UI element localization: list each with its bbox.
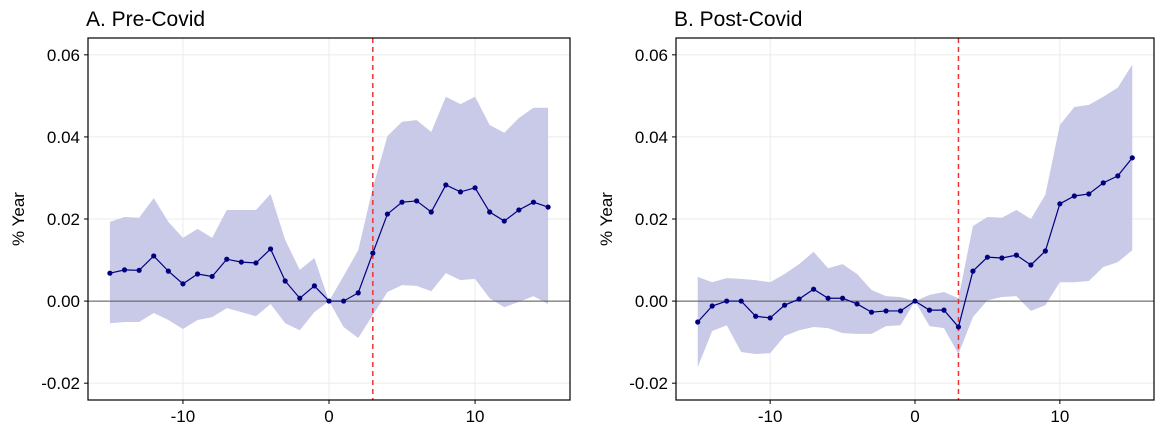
estimate-point xyxy=(1115,173,1121,179)
estimate-point xyxy=(194,271,201,277)
panel-title: A. Pre-Covid xyxy=(86,8,205,31)
estimate-point xyxy=(253,260,259,266)
y-tick-label: 0.00 xyxy=(47,292,80,311)
estimate-point xyxy=(709,303,715,309)
estimate-point xyxy=(1100,180,1106,186)
estimate-point xyxy=(854,301,860,307)
estimate-point xyxy=(530,199,537,205)
estimate-point xyxy=(897,308,904,314)
y-tick-label: 0.02 xyxy=(635,210,668,229)
estimate-point xyxy=(384,211,391,217)
estimate-point xyxy=(970,268,976,274)
x-tick-label: -10 xyxy=(171,407,196,426)
estimate-point xyxy=(825,295,831,301)
estimate-point xyxy=(868,309,875,315)
estimate-point xyxy=(326,298,332,304)
estimate-point xyxy=(1071,193,1077,199)
plot-frame xyxy=(87,37,571,401)
estimate-point xyxy=(955,324,962,330)
estimate-point xyxy=(883,308,889,314)
x-tick-label: 0 xyxy=(910,407,919,426)
panel-title: B. Post-Covid xyxy=(674,8,802,31)
estimate-point xyxy=(1129,155,1135,161)
estimate-point xyxy=(724,298,730,304)
y-tick-label: 0.00 xyxy=(635,292,668,311)
y-tick-label: 0.04 xyxy=(47,128,80,147)
estimate-point xyxy=(782,302,788,308)
y-tick-label: -0.02 xyxy=(41,374,80,393)
estimate-point xyxy=(457,189,464,195)
estimate-point xyxy=(399,199,405,205)
estimate-point xyxy=(796,296,802,302)
estimate-point xyxy=(151,253,157,259)
estimate-point xyxy=(136,267,142,273)
y-axis-label: % Year xyxy=(597,192,616,246)
estimate-point xyxy=(238,259,244,265)
estimate-point xyxy=(738,298,744,304)
estimate-point xyxy=(1013,252,1019,258)
estimate-point xyxy=(224,256,230,262)
y-tick-label: 0.02 xyxy=(47,210,80,229)
confidence-band xyxy=(109,96,549,339)
y-tick-label: 0.04 xyxy=(635,128,668,147)
estimate-point xyxy=(767,315,773,321)
x-tick-label: 0 xyxy=(324,407,333,426)
estimate-point xyxy=(811,286,817,292)
estimate-point xyxy=(516,207,522,213)
estimate-point xyxy=(297,295,303,301)
estimate-point xyxy=(753,313,759,319)
y-tick-label: 0.06 xyxy=(635,46,668,65)
estimate-point xyxy=(341,298,347,304)
estimate-point xyxy=(695,319,701,325)
plot-frame xyxy=(675,37,1155,401)
estimate-point xyxy=(282,278,288,284)
estimate-point xyxy=(428,209,434,215)
estimate-point xyxy=(267,246,274,252)
estimate-point xyxy=(311,283,317,289)
estimate-point xyxy=(941,307,947,313)
estimate-point xyxy=(1028,262,1034,268)
estimate-point xyxy=(209,273,215,280)
estimate-point xyxy=(912,298,918,304)
estimate-point xyxy=(545,204,551,210)
x-tick-label: 10 xyxy=(1050,407,1069,426)
estimate-point xyxy=(1086,191,1092,197)
estimate-point xyxy=(926,307,933,313)
estimate-point xyxy=(107,270,113,276)
estimate-point xyxy=(414,198,420,204)
estimate-point xyxy=(165,268,171,274)
x-tick-label: 10 xyxy=(466,407,485,426)
estimate-point xyxy=(370,250,376,256)
y-tick-label: 0.06 xyxy=(47,46,80,65)
estimate-point xyxy=(443,182,449,188)
estimate-point xyxy=(1042,248,1048,254)
estimate-point xyxy=(984,254,991,260)
estimate-point xyxy=(999,255,1005,261)
estimate-point xyxy=(839,295,846,301)
estimate-point xyxy=(355,290,361,296)
estimate-point xyxy=(121,267,128,273)
estimate-point xyxy=(1057,201,1063,207)
estimate-point xyxy=(487,209,493,215)
y-tick-label: -0.02 xyxy=(629,374,668,393)
x-tick-label: -10 xyxy=(758,407,783,426)
estimate-point xyxy=(501,218,507,224)
estimate-point xyxy=(180,281,186,287)
y-axis-label: % Year xyxy=(9,192,28,246)
confidence-band xyxy=(697,64,1133,368)
estimate-point xyxy=(472,185,478,191)
